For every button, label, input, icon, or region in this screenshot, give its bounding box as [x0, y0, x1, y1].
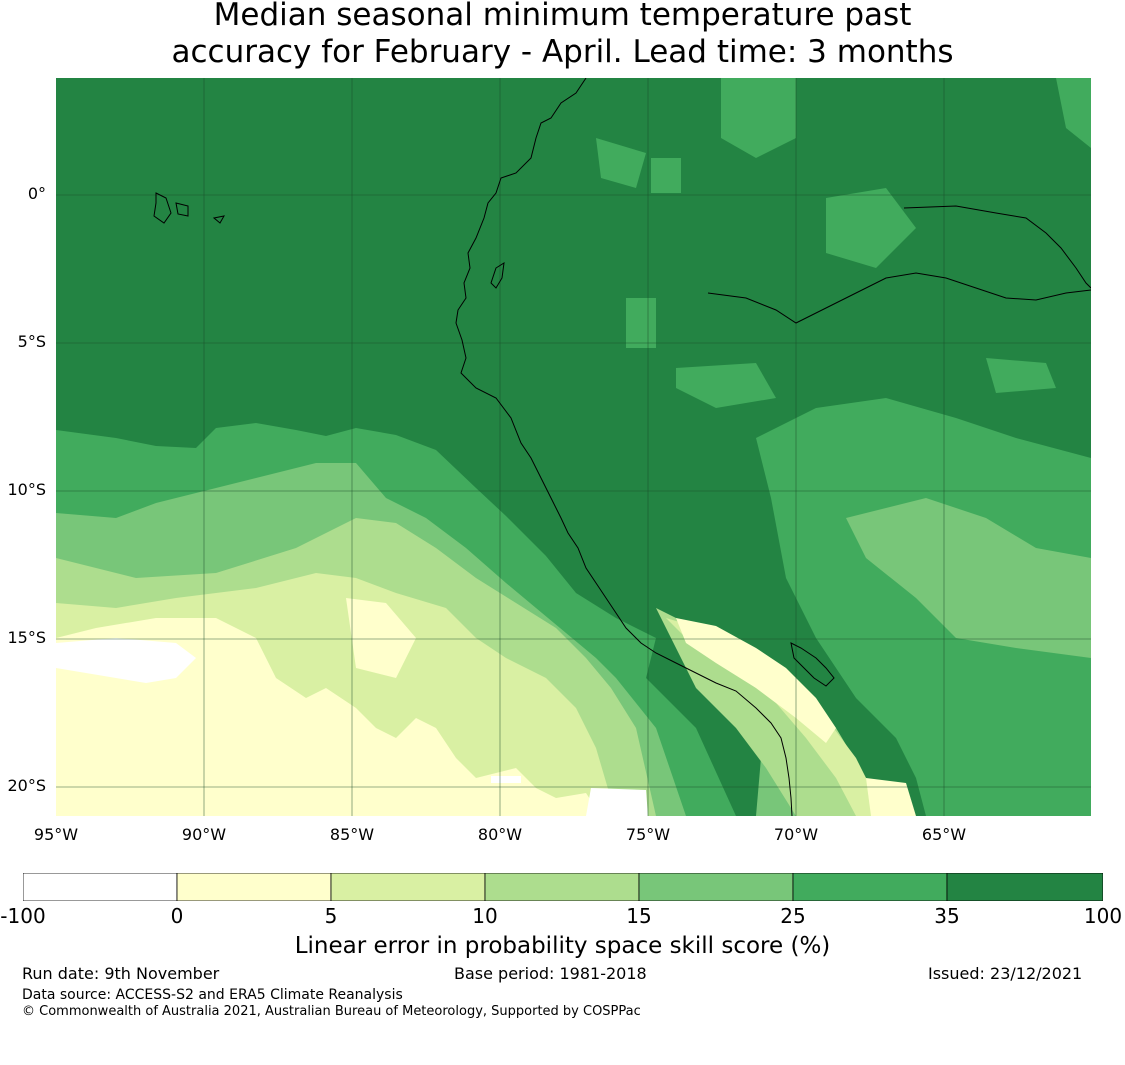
colorbar-tick-15: 15: [626, 904, 652, 928]
lon-label-65w: 65°W: [921, 825, 967, 844]
skill-zone-below-0-south: [586, 788, 648, 816]
lon-label-85w: 85°W: [329, 825, 375, 844]
lon-label-70w: 70°W: [773, 825, 819, 844]
skill-zone-25-35-amazon3: [596, 138, 646, 188]
amazon-river-south: [707, 272, 1091, 324]
galapagos-island-3: [212, 215, 225, 224]
skill-score-map: [56, 78, 1091, 816]
amazon-river: [903, 205, 1091, 289]
lat-label-15s: 15°S: [7, 628, 46, 647]
run-date: Run date: 9th November: [22, 964, 220, 983]
colorbar-swatch-5-10: [330, 873, 486, 901]
skill-zone-25-35-amazon1: [826, 188, 916, 268]
colorbar-tick-100: 100: [1083, 904, 1123, 928]
colorbar-tick-25: 25: [780, 904, 806, 928]
colorbar-swatch-0-5: [176, 873, 332, 901]
lake-titicaca: [790, 642, 835, 687]
skill-zone-5-10-coastal-strip: [666, 618, 886, 816]
skill-zone-15-25-east: [846, 498, 1091, 658]
skill-zone-25-35-north1: [721, 78, 796, 158]
map-title-line1: Median seasonal minimum temperature past: [213, 0, 912, 33]
skill-zone-25-35-amazon2: [676, 363, 776, 408]
lat-label-5s: 5°S: [17, 332, 46, 351]
colorbar-swatch-25-35: [792, 873, 948, 901]
skill-zone-25-35-east: [756, 398, 1091, 816]
lat-label-0: 0°: [27, 184, 46, 203]
colorbar-tick-5: 5: [324, 904, 338, 928]
base-period: Base period: 1981-2018: [454, 964, 647, 983]
skill-zone-below-0-patches: [56, 638, 648, 816]
colorbar-swatch-lt0: [23, 873, 178, 901]
map-title-line2: accuracy for February - April. Lead time…: [171, 34, 954, 70]
colorbar-label: Linear error in probability space skill …: [294, 933, 831, 959]
colorbar-tick-neg100: -100: [0, 904, 46, 928]
colorbar-swatch-15-25: [638, 873, 794, 901]
colorbar-tick-10: 10: [472, 904, 498, 928]
colorbar: [23, 873, 1103, 901]
skill-zone-25-35-amazon6: [626, 298, 656, 348]
issued-date: Issued: 23/12/2021: [928, 964, 1083, 983]
lon-label-80w: 80°W: [477, 825, 523, 844]
skill-zone-below-0-small: [491, 776, 521, 783]
gulf-of-guayaquil: [490, 262, 505, 289]
skill-zone-0-5-ocean: [56, 618, 601, 816]
skill-zone-0-5-south: [866, 778, 916, 816]
galapagos-island-2: [175, 202, 189, 217]
skill-zone-25-35-north2: [1056, 78, 1091, 148]
colorbar-swatch-10-15: [484, 873, 640, 901]
lat-label-20s: 20°S: [7, 776, 46, 795]
lon-label-90w: 90°W: [181, 825, 227, 844]
skill-zone-25-35-amazon4: [986, 358, 1056, 393]
south-america-coastline: [455, 78, 793, 816]
lon-label-75w: 75°W: [625, 825, 671, 844]
graticule: [56, 78, 1091, 816]
data-source: Data source: ACCESS-S2 and ERA5 Climate …: [22, 987, 403, 1003]
colorbar-swatch-35-100: [946, 873, 1103, 901]
lon-label-95w: 95°W: [33, 825, 79, 844]
skill-zone-25-35-amazon5: [651, 158, 681, 193]
galapagos-island-1: [153, 192, 172, 224]
lat-label-10s: 10°S: [7, 480, 46, 499]
skill-zone-below-0-west: [56, 638, 196, 683]
copyright: © Commonwealth of Australia 2021, Austra…: [22, 1004, 641, 1019]
colorbar-tick-35: 35: [934, 904, 960, 928]
skill-zone-0-5-patch2: [346, 598, 416, 678]
coastlines: [153, 78, 1091, 816]
colorbar-tick-0: 0: [170, 904, 184, 928]
